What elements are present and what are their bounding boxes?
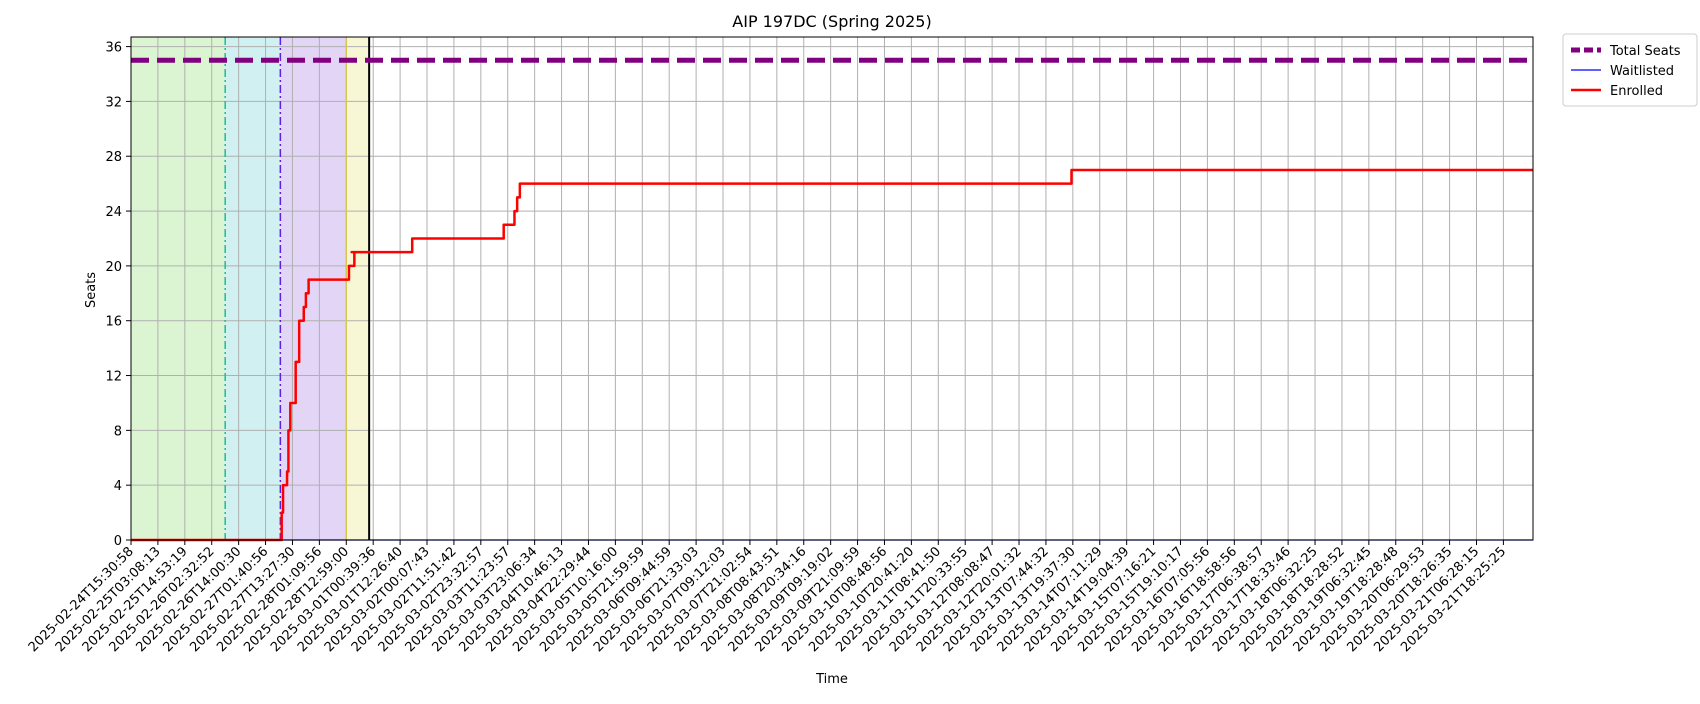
y-axis-label: Seats xyxy=(84,272,99,308)
y-tick-label: 20 xyxy=(105,260,122,275)
y-tick-label: 16 xyxy=(105,315,122,330)
y-tick-label: 12 xyxy=(105,370,122,385)
plot-frame xyxy=(130,36,1534,541)
series-line-enrolled xyxy=(131,168,1533,542)
legend-label-total-seats: Total Seats xyxy=(1609,44,1681,59)
y-tick-label: 0 xyxy=(114,534,122,549)
y-tick-label: 8 xyxy=(114,424,122,439)
x-axis-label: Time xyxy=(815,672,848,687)
x-axis-ticks: 2025-02-24T15:30:582025-02-25T03:08:1320… xyxy=(26,540,1509,655)
y-tick-label: 4 xyxy=(114,479,122,494)
shaded-period-1 xyxy=(131,37,226,540)
legend: Total Seats Waitlisted Enrolled xyxy=(1562,33,1698,107)
legend-box xyxy=(1562,33,1698,107)
shaded-period-3 xyxy=(280,37,347,540)
y-tick-label: 32 xyxy=(105,95,122,110)
shaded-period-2 xyxy=(225,37,281,540)
y-tick-label: 24 xyxy=(105,205,122,220)
shaded-periods xyxy=(131,37,370,540)
y-tick-label: 36 xyxy=(105,41,122,56)
legend-label-waitlisted: Waitlisted xyxy=(1610,64,1674,79)
legend-label-enrolled: Enrolled xyxy=(1610,84,1663,99)
shaded-period-4 xyxy=(346,37,370,540)
y-axis-ticks: 0 4 8 12 16 20 24 28 32 36 xyxy=(105,41,131,549)
vertical-markers xyxy=(224,37,371,540)
y-tick-label: 28 xyxy=(105,150,122,165)
chart-title: AIP 197DC (Spring 2025) xyxy=(732,12,931,31)
